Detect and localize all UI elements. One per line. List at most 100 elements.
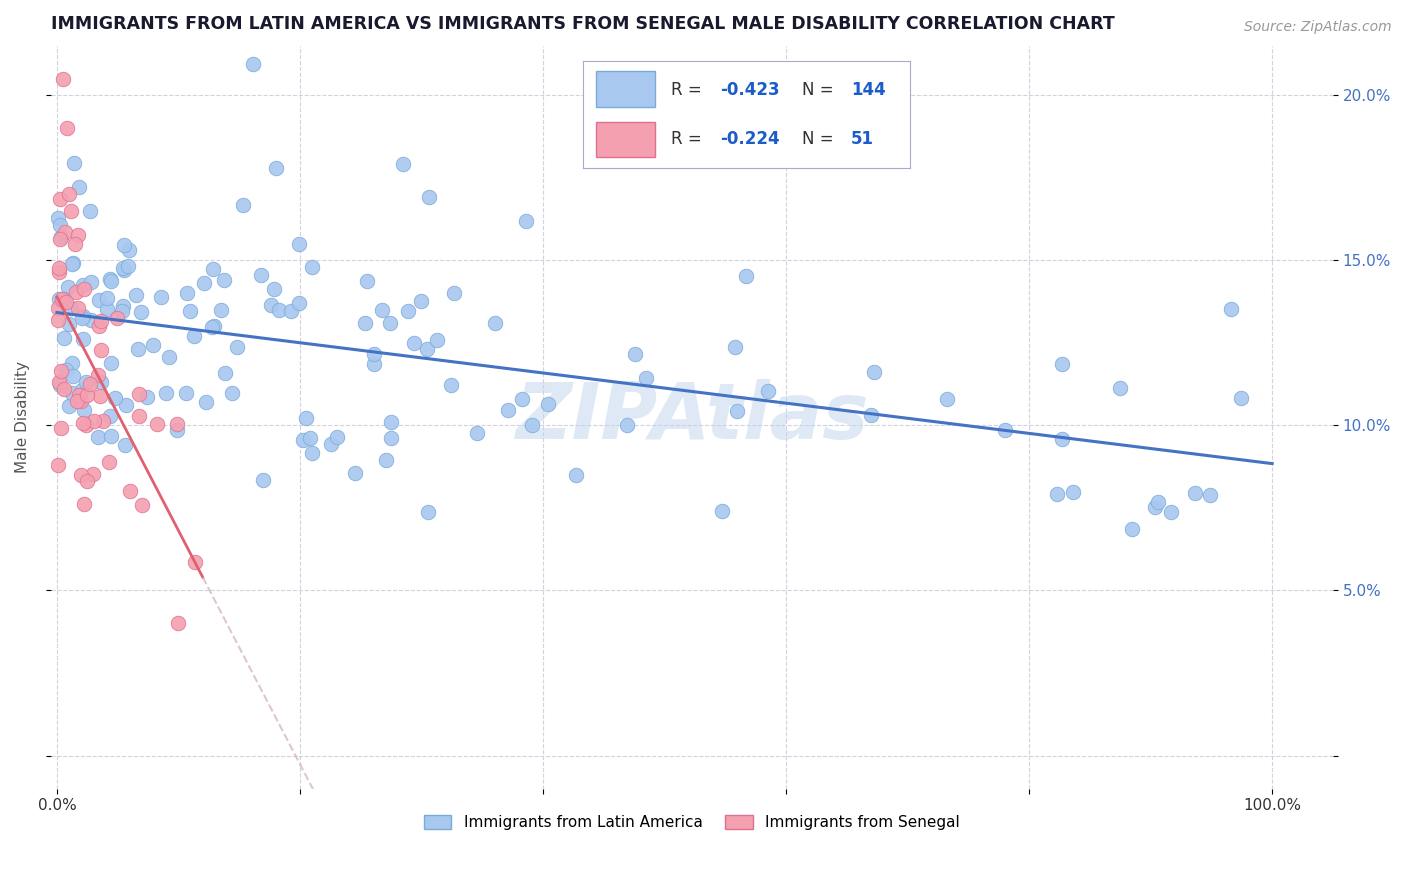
Point: [80, 312, 103, 326]
Point: [52, 71, 75, 86]
Point: [67, 388, 90, 402]
Point: [125, 288, 148, 302]
Point: [89, 389, 111, 403]
Point: [60, 203, 83, 218]
Point: [96, 301, 118, 316]
Point: [565, 467, 588, 482]
Point: [1121, 522, 1143, 536]
Point: [55, 295, 77, 310]
Point: [111, 304, 134, 318]
Point: [51, 421, 73, 435]
Point: [537, 397, 560, 411]
Point: [202, 319, 225, 334]
Point: [288, 236, 311, 251]
Point: [155, 385, 177, 400]
Point: [616, 417, 638, 432]
Text: ZIPAtlas: ZIPAtlas: [515, 379, 869, 455]
Point: [98, 409, 121, 423]
Point: [725, 404, 748, 418]
Point: [62, 255, 84, 269]
Point: [87, 319, 110, 334]
Point: [375, 453, 398, 467]
Point: [79, 204, 101, 219]
Point: [416, 505, 439, 519]
Point: [380, 431, 402, 445]
Point: [863, 365, 886, 379]
Point: [66, 301, 89, 315]
Point: [58, 317, 80, 331]
Point: [96, 291, 118, 305]
Point: [520, 418, 543, 433]
Point: [157, 350, 180, 364]
Point: [82, 467, 104, 482]
Point: [465, 426, 488, 441]
Point: [259, 298, 281, 312]
Point: [634, 371, 657, 385]
Point: [380, 316, 402, 330]
Point: [363, 357, 385, 371]
Point: [90, 343, 112, 357]
Point: [55, 363, 77, 377]
Point: [75, 376, 97, 390]
Point: [356, 274, 378, 288]
Point: [60, 356, 83, 370]
Point: [53, 292, 76, 306]
Point: [418, 190, 440, 204]
Text: IMMIGRANTS FROM LATIN AMERICA VS IMMIGRANTS FROM SENEGAL MALE DISABILITY CORRELA: IMMIGRANTS FROM LATIN AMERICA VS IMMIGRA…: [51, 15, 1115, 33]
Point: [51, 230, 73, 244]
Point: [86, 368, 108, 382]
Point: [184, 555, 207, 569]
Point: [1220, 302, 1243, 317]
Point: [142, 338, 165, 352]
Point: [440, 378, 463, 392]
Point: [58, 399, 80, 413]
Point: [60, 257, 83, 271]
Point: [756, 384, 779, 398]
Point: [734, 268, 756, 283]
Point: [193, 276, 215, 290]
Point: [100, 429, 122, 443]
Point: [402, 336, 425, 351]
Point: [129, 305, 152, 319]
Point: [58, 187, 80, 202]
Point: [118, 243, 141, 257]
Point: [860, 408, 883, 422]
Point: [115, 398, 138, 412]
Point: [100, 274, 122, 288]
Point: [76, 475, 98, 489]
Point: [380, 415, 402, 429]
Point: [49, 377, 72, 392]
Point: [79, 376, 101, 391]
Point: [46, 458, 69, 472]
Point: [131, 498, 153, 512]
Point: [214, 366, 236, 380]
Point: [90, 375, 112, 389]
Point: [48, 375, 70, 389]
Point: [392, 157, 415, 171]
Point: [936, 392, 959, 406]
Point: [55, 121, 77, 136]
Point: [114, 438, 136, 452]
Point: [226, 340, 249, 354]
Point: [76, 388, 98, 402]
Point: [288, 296, 311, 310]
Point: [291, 433, 314, 447]
Point: [232, 197, 254, 211]
Point: [112, 299, 135, 313]
Point: [112, 261, 135, 276]
Point: [66, 228, 89, 243]
Point: [1062, 485, 1084, 500]
Point: [49, 232, 72, 246]
Point: [174, 386, 197, 401]
Point: [724, 340, 747, 354]
Point: [66, 393, 89, 408]
Point: [53, 382, 76, 396]
Point: [298, 431, 321, 445]
Point: [72, 278, 94, 293]
Point: [252, 474, 274, 488]
Point: [263, 282, 285, 296]
Point: [73, 497, 96, 511]
Point: [117, 259, 139, 273]
Point: [51, 294, 73, 309]
Point: [127, 342, 149, 356]
